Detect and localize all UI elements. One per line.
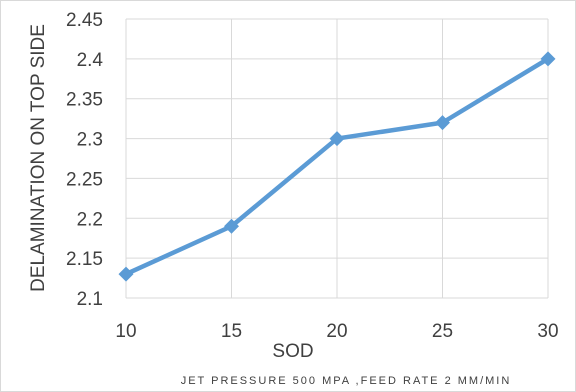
y-tick-label: 2.45 [66,10,103,31]
y-axis-title: DELAMINATION ON TOP SIDE [28,24,49,292]
grid-lines [125,18,549,299]
x-tick-label: 20 [326,321,347,342]
y-tick-label: 2.1 [77,289,103,310]
y-tick-label: 2.15 [66,249,103,270]
y-tick-labels: 2.1 2.15 2.2 2.25 2.3 2.35 2.4 2.45 [66,10,103,310]
y-tick-label: 2.35 [66,90,103,111]
data-point-marker [540,51,556,67]
chart-caption: JET PRESSURE 500 MPA ,FEED RATE 2 MM/MIN [181,375,512,387]
data-point-marker [118,266,134,282]
x-tick-label: 30 [537,321,558,342]
x-tick-label: 15 [221,321,242,342]
data-series [118,51,556,282]
x-tick-label: 25 [432,321,453,342]
data-point-marker [435,115,450,131]
data-point-marker [329,131,345,147]
x-tick-labels: 10 15 20 25 30 [115,321,558,342]
y-tick-label: 2.2 [77,209,103,230]
x-tick-label: 10 [115,321,136,342]
x-axis-title: SOD [272,341,313,362]
y-tick-label: 2.25 [66,169,103,190]
y-tick-label: 2.4 [77,50,104,71]
y-tick-label: 2.3 [77,130,103,151]
data-point-marker [224,218,239,234]
